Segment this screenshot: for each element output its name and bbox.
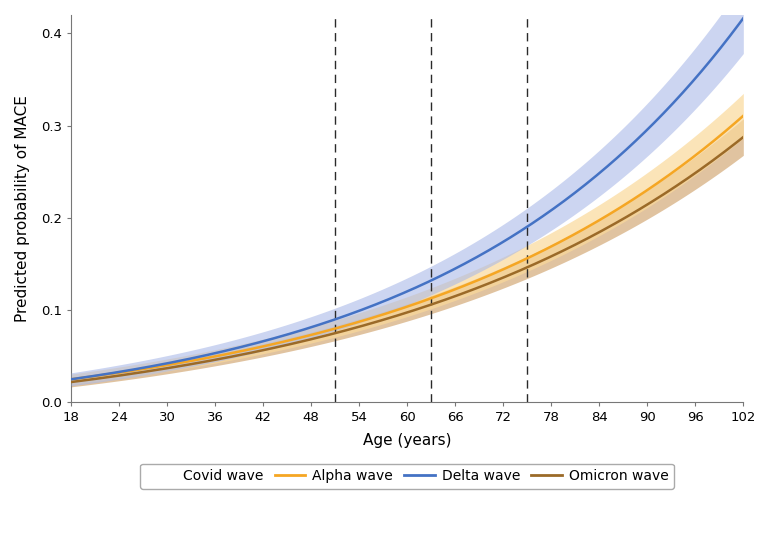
X-axis label: Age (years): Age (years) — [363, 433, 452, 448]
Legend: Covid wave, Alpha wave, Delta wave, Omicron wave: Covid wave, Alpha wave, Delta wave, Omic… — [140, 463, 674, 489]
Y-axis label: Predicted probability of MACE: Predicted probability of MACE — [15, 95, 30, 322]
